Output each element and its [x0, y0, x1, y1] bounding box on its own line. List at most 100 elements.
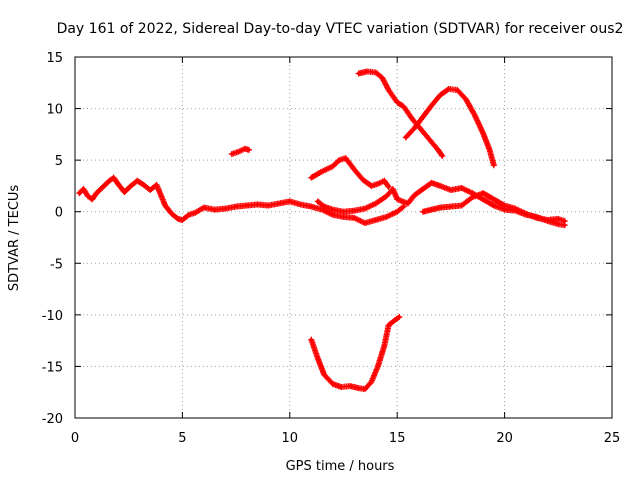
- data-point: [460, 203, 464, 208]
- series-bump-a: [419, 190, 568, 224]
- data-point: [339, 385, 343, 389]
- data-point: [352, 209, 356, 213]
- data-point: [90, 197, 94, 201]
- data-point: [331, 382, 335, 386]
- data-point: [481, 191, 485, 195]
- series-dip: [308, 313, 403, 393]
- data-point: [309, 204, 313, 209]
- data-point: [107, 179, 111, 183]
- data-point: [464, 97, 468, 101]
- data-point: [202, 205, 206, 210]
- tick-labels: 0 5 10 15 20 25 -20 -15 -10 -5 0 5 10 15: [42, 51, 621, 446]
- data-point: [429, 181, 434, 185]
- data-point: [341, 215, 346, 219]
- y-tick-label: -5: [50, 257, 63, 272]
- data-point: [213, 208, 217, 212]
- data-point: [376, 364, 380, 369]
- data-point: [395, 210, 399, 214]
- data-point: [384, 194, 389, 198]
- data-point: [163, 203, 167, 208]
- data-point: [438, 184, 442, 188]
- series-baseline-mid: [314, 179, 568, 229]
- data-point: [155, 183, 159, 187]
- data-point: [481, 197, 485, 201]
- y-tick-label: -20: [42, 412, 63, 427]
- data-point: [363, 221, 367, 225]
- data-point: [421, 210, 425, 214]
- data-point: [180, 218, 184, 222]
- data-point: [513, 207, 517, 211]
- data-point: [255, 202, 260, 207]
- data-point: [410, 117, 414, 121]
- data-point: [309, 176, 313, 180]
- axes: [74, 56, 613, 419]
- data-point: [374, 218, 378, 222]
- y-axis-label: SDTVAR / TECUs: [7, 185, 22, 292]
- data-point: [122, 190, 127, 194]
- data-point: [492, 163, 496, 167]
- y-tick-label: 0: [55, 206, 63, 221]
- data-point: [427, 137, 432, 142]
- series-markers: [402, 85, 497, 169]
- data-point: [316, 356, 320, 360]
- data-point: [472, 113, 477, 117]
- data-point: [470, 195, 474, 199]
- data-point: [234, 204, 238, 209]
- x-tick-label: 0: [71, 431, 79, 446]
- data-point: [116, 182, 120, 186]
- data-point: [406, 201, 410, 206]
- data-point: [387, 323, 391, 327]
- series-markers: [76, 174, 407, 227]
- data-point: [387, 185, 391, 189]
- data-point: [230, 152, 234, 156]
- data-point: [320, 169, 324, 174]
- data-point: [135, 179, 139, 183]
- data-point: [193, 211, 197, 215]
- data-point: [77, 191, 81, 195]
- x-tick-label: 15: [389, 431, 406, 446]
- data-point: [440, 154, 444, 158]
- data-point: [412, 126, 416, 130]
- y-tick-label: 10: [46, 103, 63, 118]
- data-point: [395, 100, 399, 104]
- data-point: [101, 185, 105, 189]
- data-point: [387, 88, 391, 92]
- y-tick-label: -10: [42, 309, 63, 324]
- data-point: [524, 212, 528, 216]
- data-point: [348, 384, 352, 388]
- data-point: [436, 148, 440, 152]
- grid: [75, 57, 612, 418]
- data-point: [356, 71, 361, 76]
- data-point: [298, 202, 303, 207]
- data-point: [503, 208, 507, 212]
- data-point: [481, 131, 485, 135]
- series-high-right: [402, 85, 497, 169]
- data-point: [369, 184, 374, 188]
- data-point: [563, 223, 567, 227]
- data-point: [187, 213, 191, 217]
- data-point: [556, 217, 560, 221]
- y-tick-label: 5: [55, 154, 63, 169]
- data-point: [316, 199, 320, 203]
- x-tick-label: 25: [604, 431, 621, 446]
- data-point: [429, 208, 434, 212]
- data-point: [545, 218, 550, 222]
- data-point: [374, 201, 378, 206]
- data-point: [331, 208, 335, 212]
- data-point: [447, 87, 451, 91]
- data-point: [331, 213, 335, 217]
- data-point: [438, 93, 442, 97]
- data-point: [404, 135, 408, 140]
- series-short-mid: [228, 145, 252, 157]
- data-point: [412, 193, 416, 197]
- data-point: [402, 204, 406, 209]
- data-point: [361, 178, 365, 182]
- x-tick-label: 5: [178, 431, 186, 446]
- data-point: [470, 191, 474, 195]
- data-point: [460, 186, 464, 190]
- series-high-left: [355, 68, 446, 160]
- data-point: [288, 199, 292, 203]
- data-point: [419, 127, 423, 131]
- data-point: [320, 208, 324, 212]
- data-point: [429, 103, 434, 108]
